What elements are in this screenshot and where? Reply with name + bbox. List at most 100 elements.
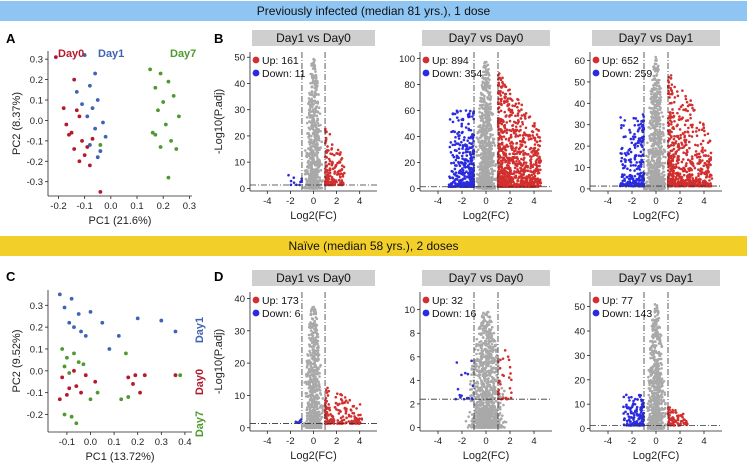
point-up bbox=[680, 175, 683, 178]
point-down bbox=[637, 124, 640, 127]
point-down bbox=[292, 176, 295, 179]
legend-marker bbox=[593, 57, 600, 64]
x-tick-label: 0.0 bbox=[84, 437, 97, 448]
x-tick-label: 0.2 bbox=[131, 437, 144, 448]
point-up bbox=[708, 179, 711, 182]
point-down bbox=[638, 173, 641, 176]
point-ns bbox=[654, 164, 657, 167]
volcano-points bbox=[448, 61, 542, 190]
point-down bbox=[456, 111, 459, 114]
point-up bbox=[681, 104, 684, 107]
point-up bbox=[331, 176, 334, 179]
point-down bbox=[454, 140, 457, 143]
point-up bbox=[501, 141, 504, 144]
point-up bbox=[686, 101, 689, 104]
point-down bbox=[622, 136, 625, 139]
point-ns bbox=[317, 111, 320, 114]
point-down bbox=[623, 178, 626, 181]
point-ns bbox=[475, 151, 478, 154]
point-ns bbox=[493, 169, 496, 172]
point-down bbox=[630, 141, 633, 144]
point-ns bbox=[653, 77, 656, 80]
point-ns bbox=[484, 67, 487, 70]
point-up bbox=[678, 167, 681, 170]
point-up bbox=[691, 161, 694, 164]
point-down bbox=[634, 124, 637, 127]
point-up bbox=[701, 171, 704, 174]
point-up bbox=[506, 164, 509, 167]
point-down bbox=[640, 159, 643, 162]
point-down bbox=[641, 141, 644, 144]
point-ns bbox=[486, 169, 489, 172]
point-up bbox=[530, 161, 533, 164]
point-up bbox=[342, 182, 345, 185]
point-up bbox=[514, 167, 517, 170]
y-tick-label: -0.2 bbox=[27, 157, 43, 168]
point-down bbox=[465, 151, 468, 154]
point-up bbox=[498, 161, 501, 164]
point-up bbox=[530, 181, 533, 184]
point-down bbox=[624, 165, 627, 168]
point-up bbox=[709, 163, 712, 166]
point-up bbox=[509, 97, 512, 100]
point-ns bbox=[311, 118, 314, 121]
point-day0 bbox=[174, 373, 178, 377]
point-ns bbox=[313, 76, 316, 79]
point-day1 bbox=[136, 317, 140, 321]
point-ns bbox=[314, 109, 317, 112]
point-ns bbox=[659, 125, 662, 128]
point-ns bbox=[663, 141, 666, 144]
point-up bbox=[707, 132, 710, 135]
point-up bbox=[672, 153, 675, 156]
point-ns bbox=[304, 149, 307, 152]
point-ns bbox=[319, 187, 322, 190]
point-up bbox=[517, 109, 520, 112]
y-tick-label: 0.0 bbox=[30, 366, 43, 377]
point-up bbox=[503, 135, 506, 138]
point-up bbox=[695, 150, 698, 153]
point-ns bbox=[660, 111, 663, 114]
point-up bbox=[668, 96, 671, 99]
legend-marker bbox=[253, 70, 260, 77]
point-down bbox=[293, 181, 296, 184]
point-up bbox=[519, 129, 522, 132]
point-up bbox=[675, 183, 678, 186]
point-down bbox=[452, 113, 455, 116]
point-up bbox=[518, 102, 521, 105]
point-down bbox=[638, 168, 641, 171]
point-up bbox=[531, 166, 534, 169]
point-up bbox=[502, 131, 505, 134]
point-up bbox=[521, 121, 524, 124]
point-day0 bbox=[133, 373, 137, 377]
point-up bbox=[504, 167, 507, 170]
point-down bbox=[625, 154, 628, 157]
point-down bbox=[455, 178, 458, 181]
x-tick-label: 0 bbox=[311, 196, 316, 207]
point-ns bbox=[656, 69, 659, 72]
point-ns bbox=[657, 65, 660, 68]
point-up bbox=[515, 160, 518, 163]
point-up bbox=[691, 181, 694, 184]
point-ns bbox=[484, 113, 487, 116]
point-down bbox=[452, 130, 455, 133]
point-down bbox=[458, 134, 461, 137]
point-day1 bbox=[104, 135, 108, 139]
point-day7 bbox=[74, 421, 78, 425]
point-up bbox=[696, 144, 699, 147]
point-ns bbox=[488, 178, 491, 181]
point-up bbox=[704, 154, 707, 157]
point-up bbox=[678, 118, 681, 121]
point-up bbox=[684, 170, 687, 173]
point-up bbox=[500, 119, 503, 122]
point-ns bbox=[653, 65, 656, 68]
point-down bbox=[621, 163, 624, 166]
point-ns bbox=[319, 124, 322, 127]
y-tick-label: 100 bbox=[399, 54, 415, 65]
point-down bbox=[632, 180, 635, 183]
point-up bbox=[329, 133, 332, 136]
point-ns bbox=[479, 144, 482, 147]
point-ns bbox=[312, 151, 315, 154]
point-ns bbox=[478, 111, 481, 114]
point-up bbox=[510, 114, 513, 117]
point-down bbox=[623, 119, 626, 122]
